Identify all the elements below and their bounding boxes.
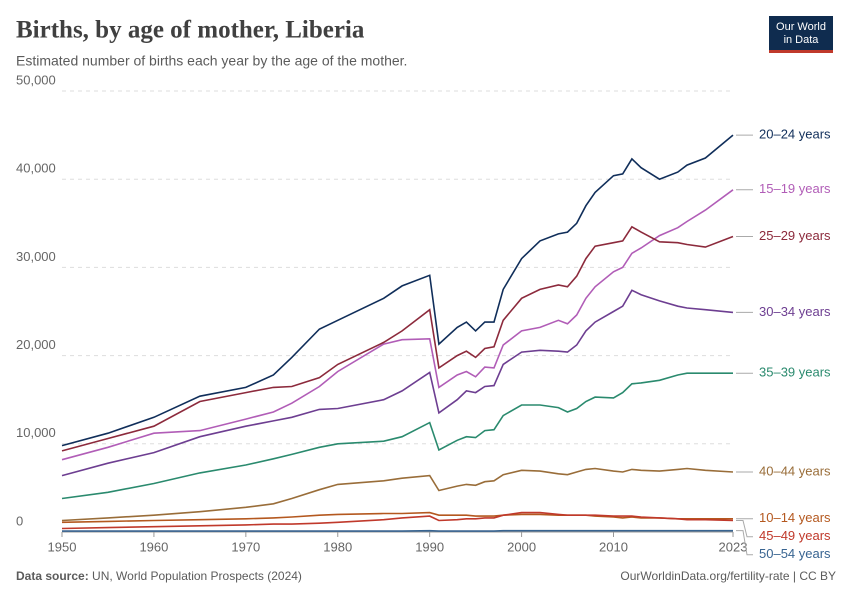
y-tick-label: 40,000 bbox=[16, 161, 56, 176]
x-tick-label: 2010 bbox=[599, 539, 628, 554]
y-tick-label: 30,000 bbox=[16, 249, 56, 264]
logo-text: in Data bbox=[784, 34, 820, 46]
x-tick-label: 1990 bbox=[415, 539, 444, 554]
label-leader bbox=[736, 521, 753, 537]
x-tick-label: 2023 bbox=[719, 539, 748, 554]
logo-text: Our World bbox=[776, 21, 826, 33]
legend-label: 10–14 years bbox=[759, 510, 831, 525]
series-line bbox=[62, 290, 733, 475]
x-tick-label: 1970 bbox=[231, 539, 260, 554]
footer-source: Data source: UN, World Population Prospe… bbox=[16, 569, 302, 583]
source-text: UN, World Population Prospects (2024) bbox=[92, 569, 302, 583]
legend-label: 30–34 years bbox=[759, 304, 831, 319]
x-tick-label: 2000 bbox=[507, 539, 536, 554]
x-tick-label: 1960 bbox=[139, 539, 168, 554]
y-tick-label: 50,000 bbox=[16, 72, 56, 87]
legend-label: 20–24 years bbox=[759, 127, 831, 142]
series-line bbox=[62, 190, 733, 460]
legend-label: 15–19 years bbox=[759, 181, 831, 196]
y-tick-label: 20,000 bbox=[16, 337, 56, 352]
chart-subtitle: Estimated number of births each year by … bbox=[16, 53, 407, 69]
chart-title: Births, by age of mother, Liberia bbox=[16, 17, 365, 44]
legend-label: 40–44 years bbox=[759, 463, 831, 478]
series-line bbox=[62, 373, 733, 498]
legend-label: 25–29 years bbox=[759, 228, 831, 243]
footer-credit[interactable]: OurWorldinData.org/fertility-rate | CC B… bbox=[620, 569, 836, 583]
series-line bbox=[62, 469, 733, 521]
legend-label: 35–39 years bbox=[759, 365, 831, 380]
source-label: Data source: bbox=[16, 569, 89, 583]
logo-underline bbox=[769, 50, 833, 53]
legend-label: 45–49 years bbox=[759, 528, 831, 543]
x-tick-label: 1950 bbox=[48, 539, 77, 554]
x-tick-label: 1980 bbox=[323, 539, 352, 554]
y-tick-label: 0 bbox=[16, 513, 23, 528]
series-line bbox=[62, 227, 733, 451]
y-tick-label: 10,000 bbox=[16, 425, 56, 440]
logo[interactable]: Our World in Data bbox=[769, 16, 833, 53]
legend-label: 50–54 years bbox=[759, 546, 831, 561]
